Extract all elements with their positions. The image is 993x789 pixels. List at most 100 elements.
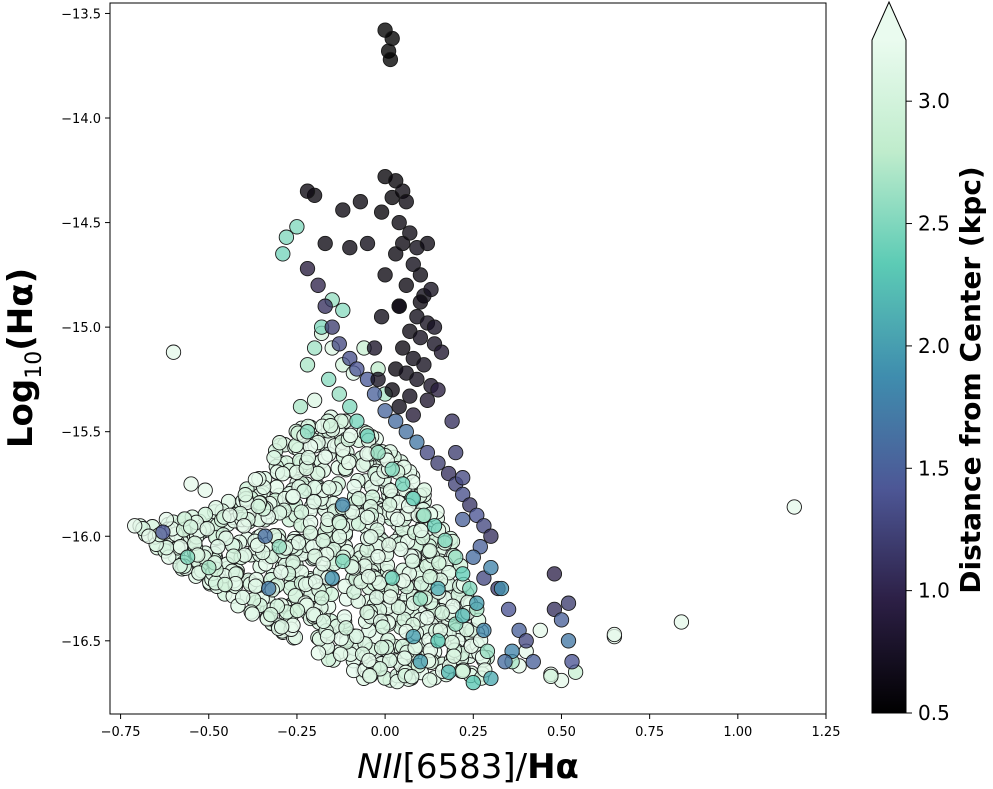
data-point xyxy=(210,539,226,555)
data-point xyxy=(384,189,400,206)
data-point xyxy=(201,559,217,576)
data-point xyxy=(419,235,436,252)
colorbar-tick-label: 0.5 xyxy=(918,701,950,725)
data-point xyxy=(366,386,383,402)
data-point xyxy=(299,357,316,373)
data-point xyxy=(335,302,351,319)
data-point xyxy=(416,357,432,373)
data-point xyxy=(431,555,447,571)
data-point xyxy=(315,613,332,630)
data-point xyxy=(472,539,488,555)
data-point xyxy=(342,240,358,256)
data-point xyxy=(416,482,432,498)
data-point xyxy=(426,319,443,335)
data-point xyxy=(250,498,266,515)
data-point xyxy=(553,612,570,628)
data-point xyxy=(158,511,175,528)
data-point xyxy=(342,398,358,415)
data-point xyxy=(412,591,429,607)
data-point xyxy=(476,622,492,639)
data-point xyxy=(409,371,425,388)
data-point xyxy=(289,602,306,619)
data-point xyxy=(430,580,446,597)
x-tick-label: 0.50 xyxy=(547,725,576,740)
data-point xyxy=(302,525,319,541)
data-point xyxy=(244,606,260,622)
points-layer xyxy=(127,22,802,691)
data-point xyxy=(497,654,513,670)
data-point xyxy=(359,604,375,621)
data-point xyxy=(448,549,464,565)
data-point xyxy=(222,507,238,523)
data-point xyxy=(422,543,438,559)
data-point xyxy=(331,515,348,531)
y-tick-label: −14.5 xyxy=(61,217,101,232)
data-point xyxy=(409,434,425,450)
data-point xyxy=(423,281,439,298)
data-point xyxy=(225,548,242,564)
data-point xyxy=(274,619,290,635)
data-point xyxy=(261,580,277,597)
data-point xyxy=(430,455,446,471)
data-point xyxy=(398,194,414,210)
data-point xyxy=(351,491,367,507)
data-point xyxy=(402,388,418,404)
data-point xyxy=(324,570,340,586)
data-point xyxy=(361,652,377,669)
data-point xyxy=(483,528,499,544)
colorbar-extend-triangle xyxy=(872,2,906,40)
y-tick-label: −16.0 xyxy=(61,530,101,545)
x-tick-label: −0.75 xyxy=(101,725,141,740)
data-point xyxy=(127,518,143,534)
data-point xyxy=(257,528,273,544)
data-point xyxy=(389,511,406,527)
data-point xyxy=(391,398,407,415)
data-point xyxy=(275,466,291,482)
data-point xyxy=(273,564,289,580)
y-tick-label: −13.5 xyxy=(61,7,101,22)
data-point xyxy=(518,633,534,649)
x-axis-label-bold: Hα xyxy=(527,747,579,785)
data-point xyxy=(359,428,376,444)
colorbar-tick-label: 2.0 xyxy=(918,334,950,358)
data-point xyxy=(285,488,301,505)
data-point xyxy=(382,589,398,605)
data-point xyxy=(197,482,213,498)
x-axis-label-plain: [6583]/ xyxy=(403,747,528,785)
data-point xyxy=(422,569,438,585)
data-point xyxy=(413,522,429,539)
colorbar-outline xyxy=(871,0,907,714)
data-point xyxy=(405,407,421,423)
y-axis-label-tail: (Hα) xyxy=(1,268,41,351)
data-point xyxy=(235,589,251,606)
data-point xyxy=(455,470,471,486)
data-point xyxy=(381,497,398,513)
data-point xyxy=(446,648,462,664)
data-point xyxy=(306,392,323,408)
data-point xyxy=(275,246,291,262)
data-point xyxy=(448,444,464,461)
data-point xyxy=(290,535,307,551)
data-point xyxy=(437,532,453,549)
data-point xyxy=(141,528,157,544)
y-tick-label: −15.5 xyxy=(61,426,101,441)
data-point xyxy=(359,235,376,252)
data-point xyxy=(247,471,264,488)
data-point xyxy=(315,533,331,549)
data-point xyxy=(412,267,429,283)
data-point xyxy=(412,654,429,670)
data-point xyxy=(183,476,199,492)
data-point xyxy=(271,539,287,555)
data-point xyxy=(384,30,400,47)
data-point xyxy=(263,606,279,623)
data-point xyxy=(310,277,326,293)
data-point xyxy=(299,260,316,277)
data-point xyxy=(300,449,317,466)
data-point xyxy=(384,382,400,398)
data-point xyxy=(402,225,418,241)
data-point xyxy=(391,298,407,314)
data-point xyxy=(306,340,323,356)
data-point xyxy=(217,576,233,593)
